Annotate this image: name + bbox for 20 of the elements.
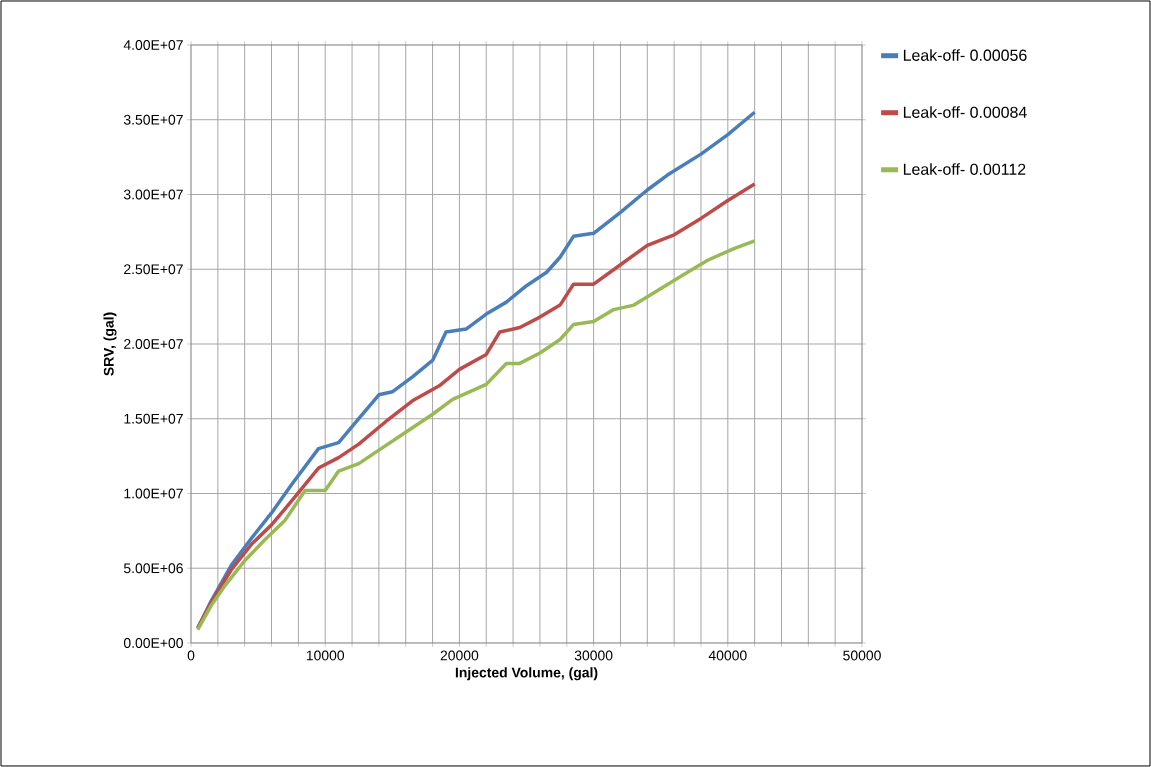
x-axis-title: Injected Volume, (gal) (455, 667, 598, 681)
y-tick-label: 2.50E+07 (124, 264, 183, 275)
x-tick-label: 50000 (843, 650, 881, 661)
x-tick-label: 40000 (708, 650, 747, 661)
x-tick-label: 30000 (574, 650, 613, 661)
y-tick-label: 1.50E+07 (124, 413, 183, 424)
x-tick-label: 0 (187, 650, 195, 661)
y-tick-label: 4.00E+07 (123, 40, 183, 50)
y-tick-label: 0.00E+00 (123, 638, 183, 648)
legend-label: Leak-off- 0.00084 (903, 106, 1027, 118)
x-tick-label: 10000 (306, 650, 345, 661)
legend-label: Leak-off- 0.00112 (903, 163, 1026, 175)
y-tick-label: 2.00E+07 (124, 339, 183, 349)
y-tick-label: 3.00E+07 (123, 189, 183, 200)
x-tick-label: 20000 (440, 650, 479, 661)
y-tick-label: 1.00E+07 (124, 488, 183, 499)
y-tick-label: 5.00E+06 (123, 563, 183, 574)
y-axis-title: SRV, (gal) (103, 312, 117, 376)
legend-label: Leak-off- 0.00056 (903, 49, 1027, 61)
y-tick-label: 3.50E+07 (123, 114, 183, 125)
